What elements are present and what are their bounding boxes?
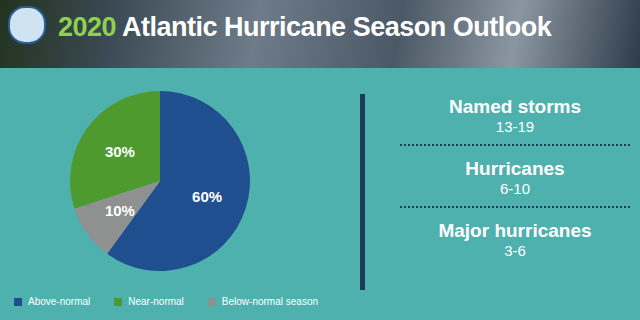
html-text:Near-normal: Near-normal bbox=[128, 296, 184, 307]
html-text:Hurricanes: Hurricanes bbox=[465, 158, 565, 179]
html-text:Major hurricanes: Major hurricanes bbox=[438, 220, 592, 241]
svg-text:60%: 60% bbox=[192, 188, 222, 205]
html-text:6-10: 6-10 bbox=[500, 180, 530, 197]
html-text:3-6: 3-6 bbox=[504, 242, 526, 259]
html-text:Named storms: Named storms bbox=[449, 96, 581, 117]
html-text:Below-normal season: Below-normal season bbox=[221, 296, 318, 307]
svg-text:30%: 30% bbox=[105, 143, 135, 160]
html-text:2020 Atlantic Hurricane Season: 2020 Atlantic Hurricane Season Outlook bbox=[58, 12, 552, 42]
html-text:13-19: 13-19 bbox=[495, 118, 535, 135]
svg-text:10%: 10% bbox=[105, 202, 135, 219]
html-text:Above-normal: Above-normal bbox=[28, 296, 91, 307]
